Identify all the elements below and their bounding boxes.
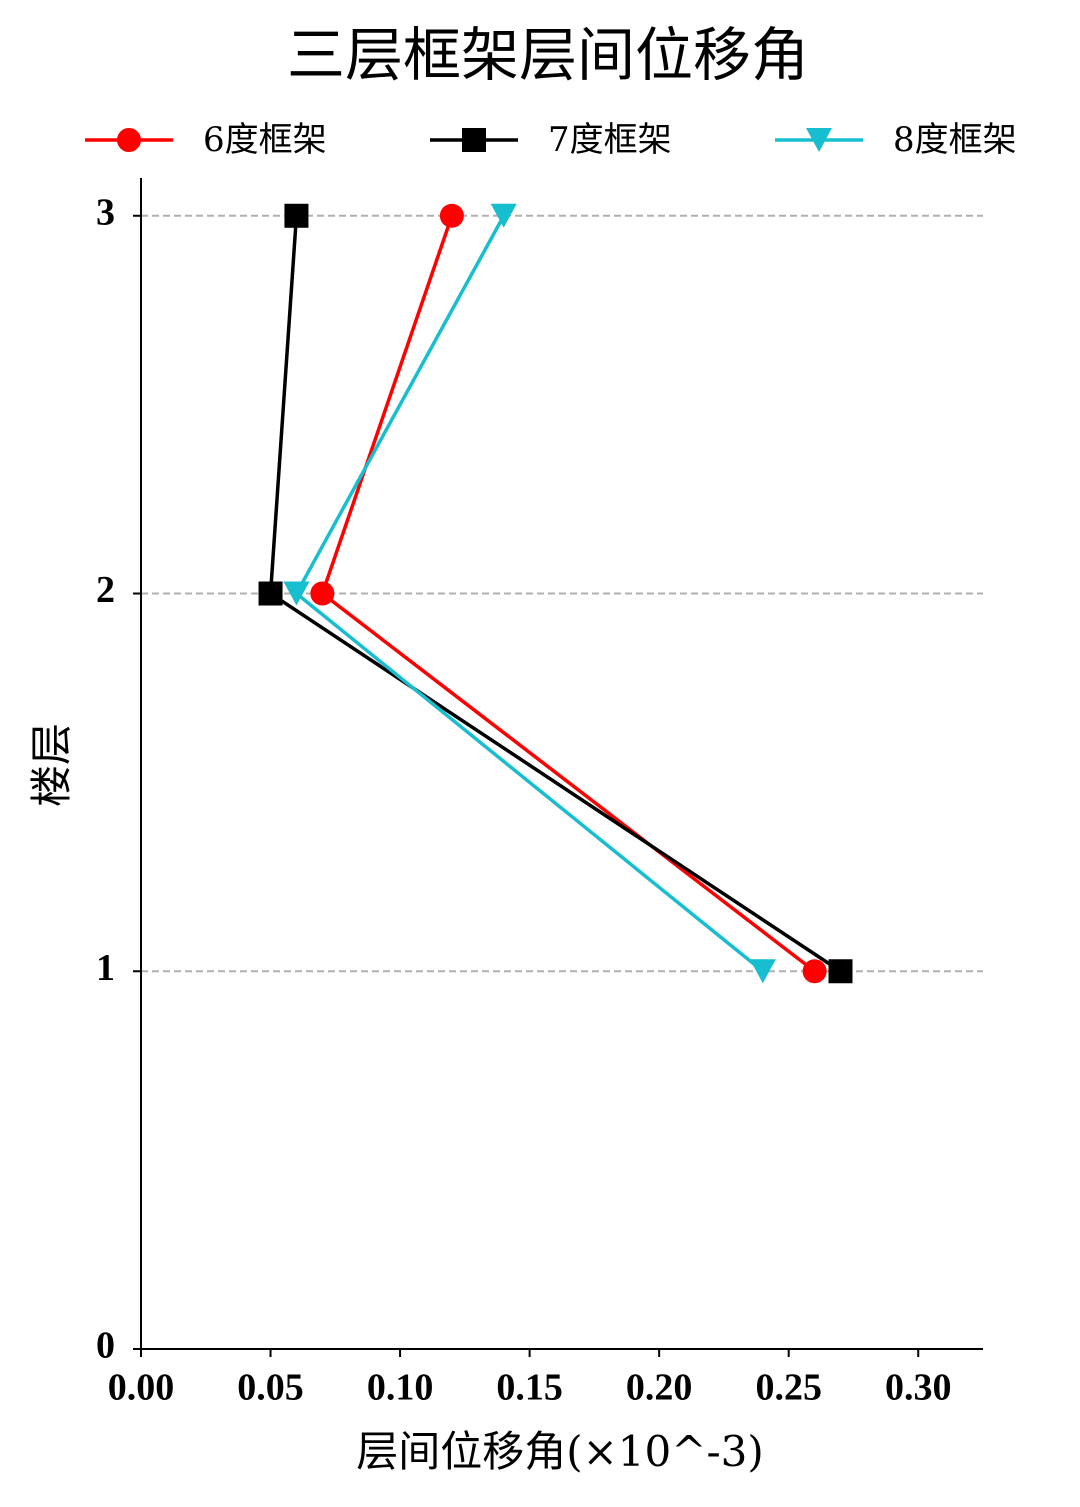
legend-label: 6度框架 <box>203 120 327 160</box>
x-tick-label: 0.05 <box>237 1367 304 1409</box>
marker <box>310 581 335 606</box>
marker <box>462 128 486 152</box>
marker <box>117 128 141 152</box>
marker <box>828 959 853 984</box>
y-tick-label: 1 <box>96 947 115 989</box>
x-tick-label: 0.25 <box>755 1367 822 1409</box>
y-tick-label: 3 <box>96 191 115 233</box>
marker <box>802 959 827 984</box>
marker <box>283 581 310 606</box>
y-tick-label: 0 <box>96 1325 115 1367</box>
marker <box>258 581 283 606</box>
marker <box>490 203 517 228</box>
legend-label: 7度框架 <box>548 120 672 160</box>
marker <box>749 959 776 984</box>
chart-title: 三层框架层间位移角 <box>287 21 809 89</box>
x-axis-label: 层间位移角(×10^-3) <box>356 1427 764 1476</box>
marker <box>806 128 832 152</box>
x-tick-label: 0.20 <box>626 1367 693 1409</box>
marker <box>284 203 309 228</box>
legend-label: 8度框架 <box>893 120 1017 160</box>
x-tick-label: 0.30 <box>885 1367 952 1409</box>
y-tick-label: 2 <box>96 569 115 611</box>
x-tick-label: 0.15 <box>496 1367 563 1409</box>
marker <box>439 203 464 228</box>
x-tick-label: 0.00 <box>108 1367 175 1409</box>
y-axis-label: 楼层 <box>27 723 76 807</box>
x-tick-label: 0.10 <box>367 1367 434 1409</box>
